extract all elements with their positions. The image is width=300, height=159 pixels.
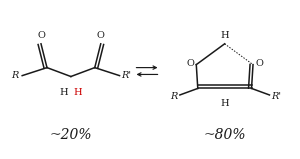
- Text: H: H: [220, 99, 229, 108]
- Text: O: O: [255, 59, 263, 68]
- Text: ~20%: ~20%: [50, 128, 92, 142]
- Text: H: H: [73, 88, 82, 97]
- Text: R': R': [271, 92, 281, 101]
- Text: O: O: [97, 31, 105, 40]
- Text: R': R': [121, 71, 131, 80]
- Text: R: R: [11, 71, 19, 80]
- Text: H: H: [59, 88, 68, 97]
- Text: O: O: [186, 59, 194, 68]
- Text: O: O: [37, 31, 45, 40]
- Text: H: H: [220, 31, 229, 40]
- Text: ~80%: ~80%: [203, 128, 246, 142]
- Text: R: R: [170, 92, 178, 101]
